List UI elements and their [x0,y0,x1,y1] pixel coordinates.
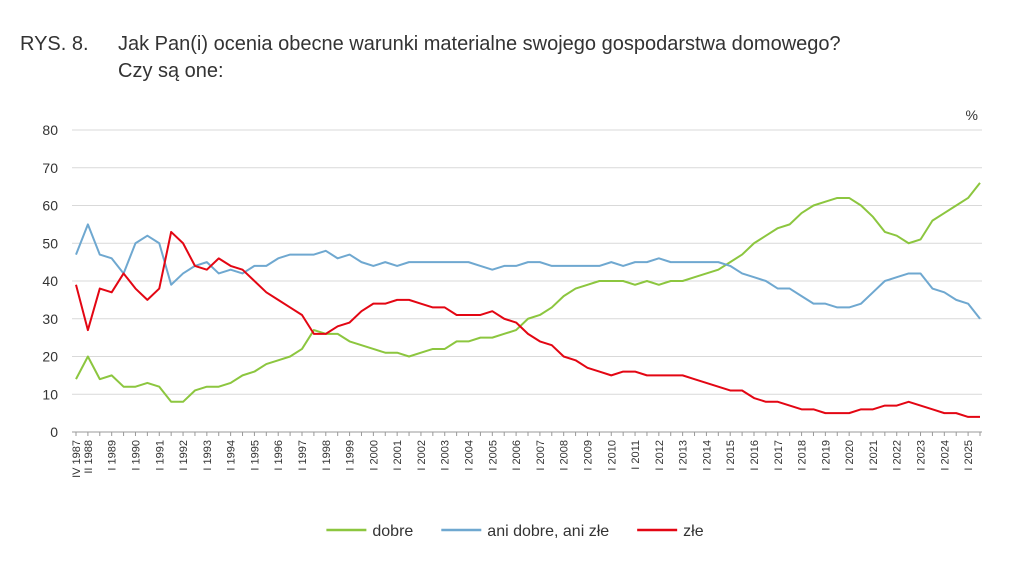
x-tick-label: I 1998 [321,440,333,471]
y-tick-label: 60 [42,198,58,214]
x-tick-label: I 2024 [939,440,951,471]
chart-subtitle: Czy są one: [118,60,224,82]
x-tick-label: I 2016 [749,440,761,471]
x-tick-label: I 2019 [820,440,832,471]
x-tick-label: I 1991 [154,440,166,471]
y-tick-label: 70 [42,160,58,176]
x-tick-label: I 2018 [797,440,809,471]
x-tick-label: I 2012 [654,440,666,471]
x-tick-label: I 2013 [678,440,690,471]
x-tick-label: I 2003 [440,440,452,471]
x-tick-label: II 1988 [83,440,95,474]
chart-title: Jak Pan(i) ocenia obecne warunki materia… [118,33,841,55]
x-tick-label: I 2007 [535,440,547,471]
x-tick-label: I 1995 [249,440,261,471]
figure-number: RYS. 8. [20,33,89,55]
series-line [75,223,981,320]
x-tick-label: I 1989 [107,440,119,471]
x-tick-label: I 1990 [130,440,142,471]
x-tick-label: I 2004 [464,440,476,471]
x-tick-label: IV 1987 [71,440,83,478]
x-tick-label: I 2015 [725,440,737,471]
y-tick-label: 0 [50,424,58,440]
x-tick-label: I 2001 [392,440,404,471]
x-tick-label: I 2021 [868,440,880,471]
x-tick-label: I 2017 [773,440,785,471]
x-tick-label: I 2008 [559,440,571,471]
x-tick-label: I 1999 [345,440,357,471]
x-tick-label: I 2000 [368,440,380,471]
x-tick-label: I 2005 [487,440,499,471]
y-tick-label: 20 [42,349,58,365]
x-tick-label: I 1996 [273,440,285,471]
x-tick-label: I 2006 [511,440,523,471]
x-tick-label: I 1992 [178,440,190,471]
legend-label: ani dobre, ani złe [487,523,609,540]
y-tick-label: 30 [42,311,58,327]
y-tick-label: 10 [42,386,58,402]
x-tick-label: I 2023 [916,440,928,471]
legend-label: dobre [372,523,413,540]
x-tick-label: I 2020 [844,440,856,471]
x-tick-label: I 1994 [226,440,238,471]
x-tick-label: I 2014 [701,440,713,471]
x-tick-label: I 2009 [582,440,594,471]
x-tick-label: I 2022 [892,440,904,471]
series-line [75,182,981,403]
legend-label: złe [683,523,704,540]
x-tick-label: I 2025 [963,440,975,471]
x-tick-label: I 2011 [630,440,642,470]
y-tick-label: 50 [42,235,58,251]
y-unit: % [966,107,978,123]
y-tick-label: 80 [42,122,58,138]
x-tick-label: I 1993 [202,440,214,471]
series-line [75,230,980,418]
x-tick-label: I 2010 [606,440,618,471]
y-tick-label: 40 [42,273,58,289]
x-tick-label: I 2002 [416,440,428,471]
x-tick-label: I 1997 [297,440,309,471]
